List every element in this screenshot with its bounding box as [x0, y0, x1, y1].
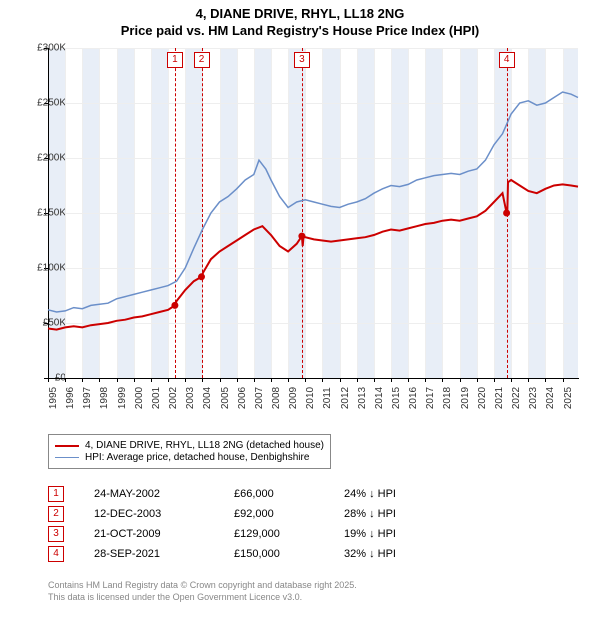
x-axis-label: 2012 [340, 387, 351, 409]
sales-row: 3 21-OCT-2009 £129,000 19% ↓ HPI [48, 526, 444, 542]
chart-legend: 4, DIANE DRIVE, RHYL, LL18 2NG (detached… [48, 434, 331, 469]
footer-attribution: Contains HM Land Registry data © Crown c… [48, 580, 357, 603]
x-axis-label: 2016 [408, 387, 419, 409]
x-axis-label: 2021 [494, 387, 505, 409]
series-hpi [48, 92, 578, 312]
sales-date: 12-DEC-2003 [94, 508, 224, 520]
x-axis-label: 2025 [563, 387, 574, 409]
x-axis-label: 2008 [271, 387, 282, 409]
x-axis-label: 1998 [99, 387, 110, 409]
sales-diff: 32% ↓ HPI [344, 548, 444, 560]
sales-row: 4 28-SEP-2021 £150,000 32% ↓ HPI [48, 546, 444, 562]
legend-label: 4, DIANE DRIVE, RHYL, LL18 2NG (detached… [85, 440, 324, 451]
sales-date: 21-OCT-2009 [94, 528, 224, 540]
x-axis-label: 2015 [391, 387, 402, 409]
sales-table: 1 24-MAY-2002 £66,000 24% ↓ HPI 2 12-DEC… [48, 482, 444, 566]
x-axis-label: 2017 [425, 387, 436, 409]
sale-dot [503, 210, 510, 217]
sales-diff: 24% ↓ HPI [344, 488, 444, 500]
sales-row: 1 24-MAY-2002 £66,000 24% ↓ HPI [48, 486, 444, 502]
x-axis-label: 1996 [65, 387, 76, 409]
x-axis-label: 2007 [254, 387, 265, 409]
sales-row-marker: 1 [48, 486, 64, 502]
x-axis-label: 2009 [288, 387, 299, 409]
x-axis-label: 2002 [168, 387, 179, 409]
legend-swatch [55, 445, 79, 447]
sale-dot [298, 233, 305, 240]
x-axis-label: 2014 [374, 387, 385, 409]
x-axis-label: 2004 [202, 387, 213, 409]
chart-title: 4, DIANE DRIVE, RHYL, LL18 2NG Price pai… [0, 0, 600, 40]
x-axis-label: 2020 [477, 387, 488, 409]
title-line2: Price paid vs. HM Land Registry's House … [121, 23, 480, 38]
sales-date: 24-MAY-2002 [94, 488, 224, 500]
sales-row-marker: 3 [48, 526, 64, 542]
chart-lines [48, 48, 578, 378]
x-axis-label: 2006 [237, 387, 248, 409]
x-axis-label: 2013 [357, 387, 368, 409]
sales-price: £150,000 [234, 548, 334, 560]
legend-label: HPI: Average price, detached house, Denb… [85, 452, 309, 463]
sale-dot [171, 302, 178, 309]
sales-diff: 28% ↓ HPI [344, 508, 444, 520]
x-axis-label: 1995 [48, 387, 59, 409]
x-axis-label: 2005 [220, 387, 231, 409]
sales-row-marker: 2 [48, 506, 64, 522]
sales-diff: 19% ↓ HPI [344, 528, 444, 540]
x-axis-label: 2022 [511, 387, 522, 409]
x-axis-label: 2018 [442, 387, 453, 409]
sales-row-marker: 4 [48, 546, 64, 562]
x-axis-label: 1999 [117, 387, 128, 409]
legend-item: HPI: Average price, detached house, Denb… [55, 452, 324, 463]
footer-line2: This data is licensed under the Open Gov… [48, 592, 302, 602]
x-axis-label: 2019 [460, 387, 471, 409]
x-axis-label: 2011 [322, 387, 333, 409]
x-axis-label: 2001 [151, 387, 162, 409]
sales-price: £129,000 [234, 528, 334, 540]
sales-row: 2 12-DEC-2003 £92,000 28% ↓ HPI [48, 506, 444, 522]
sales-date: 28-SEP-2021 [94, 548, 224, 560]
sale-dot [198, 273, 205, 280]
x-axis-label: 2010 [305, 387, 316, 409]
title-line1: 4, DIANE DRIVE, RHYL, LL18 2NG [196, 6, 405, 21]
sales-price: £92,000 [234, 508, 334, 520]
x-axis-label: 2003 [185, 387, 196, 409]
x-axis-label: 1997 [82, 387, 93, 409]
legend-swatch [55, 457, 79, 458]
x-axis-label: 2024 [545, 387, 556, 409]
legend-item: 4, DIANE DRIVE, RHYL, LL18 2NG (detached… [55, 440, 324, 451]
x-axis-label: 2000 [134, 387, 145, 409]
footer-line1: Contains HM Land Registry data © Crown c… [48, 580, 357, 590]
x-axis-label: 2023 [528, 387, 539, 409]
sales-price: £66,000 [234, 488, 334, 500]
